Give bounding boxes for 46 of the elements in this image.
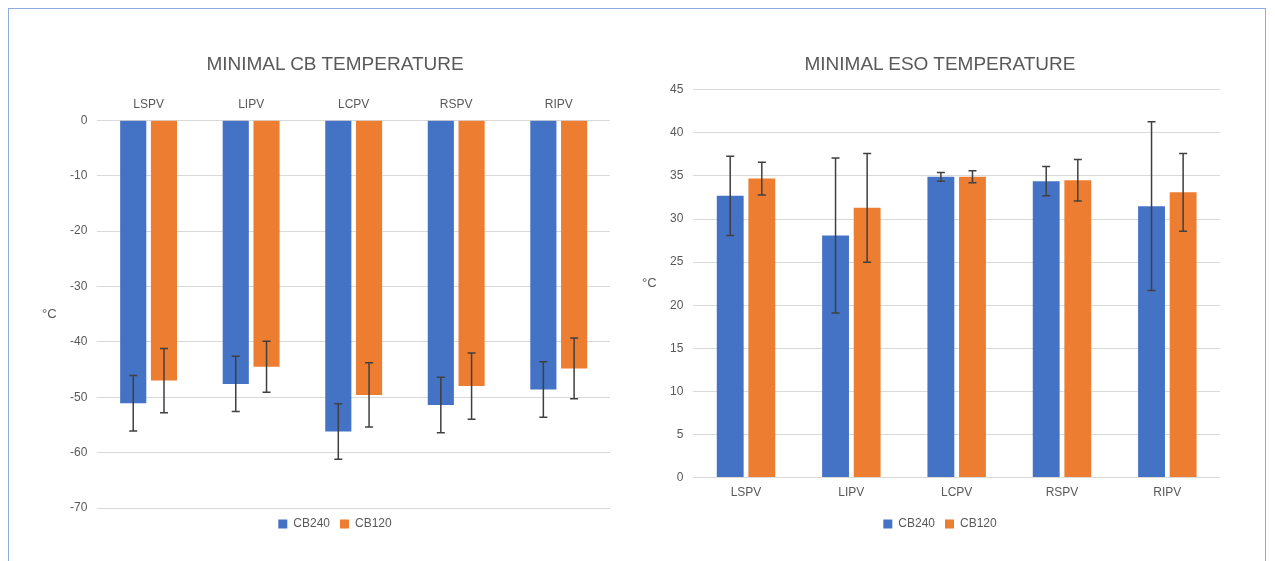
y-tick-label: 30 [669,211,684,226]
bar [748,178,776,478]
x-tick-label: LSPV [730,485,762,500]
bar [1169,192,1197,478]
chart-title: MINIMAL ESO TEMPERATURE [804,52,1076,74]
bar [959,176,986,478]
x-tick-label: LCPV [940,485,973,500]
y-tick-label: -40 [70,334,88,349]
bar [822,235,849,478]
y-tick-label: -10 [70,167,88,182]
y-tick-label: -60 [70,444,88,459]
legend-label: CB120 [960,516,998,531]
y-tick-label: 0 [676,469,684,484]
y-tick-label: 35 [669,168,684,183]
y-tick-label: -50 [70,389,88,404]
bar [1064,180,1092,478]
y-tick-label: 0 [80,112,88,127]
bar [853,207,881,478]
y-axis-title: °C [642,275,657,291]
y-tick-label: 25 [669,254,684,269]
y-tick-label: 45 [669,82,684,97]
y-tick-label: 15 [669,340,684,355]
chart-title: MINIMAL CB TEMPERATURE [206,52,464,74]
x-tick-label: LIPV [838,485,865,500]
legend-label: CB240 [293,516,331,531]
x-tick-label: LCPV [337,97,370,112]
bar [716,195,744,478]
y-tick-label: 5 [676,426,684,441]
y-tick-label: 40 [669,125,684,140]
y-axis-title: °C [42,305,57,321]
x-tick-label: RSPV [439,97,473,112]
y-tick-label: 10 [669,383,684,398]
y-tick-label: -20 [70,223,88,238]
y-tick-label: -30 [70,278,88,293]
bar [927,176,955,478]
bar [1138,206,1165,478]
legend-label: CB240 [898,516,936,531]
bar [1032,181,1060,478]
legend-label: CB120 [355,516,393,531]
x-tick-label: RSPV [1045,485,1079,500]
x-tick-label: RIPV [544,97,573,112]
x-tick-label: LSPV [133,97,164,112]
y-tick-label: 20 [669,297,684,312]
x-tick-label: RIPV [1153,485,1182,500]
x-tick-label: LIPV [238,97,265,112]
y-tick-label: -70 [70,500,88,515]
